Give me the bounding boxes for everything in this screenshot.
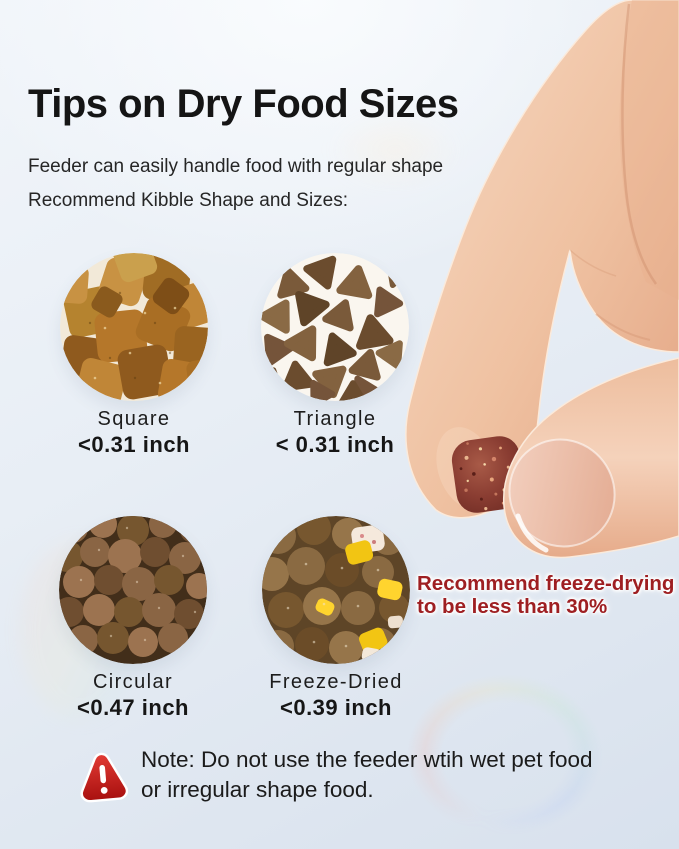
intro-line-2: Recommend Kibble Shape and Sizes:	[28, 190, 349, 211]
kibble-shape-name: Freeze-Dried	[269, 671, 403, 693]
kibble-shape-name: Triangle	[293, 408, 377, 430]
bottom-note-line-1: Note: Do not use the feeder wtih wet pet…	[141, 747, 593, 772]
square-kibble-photo	[60, 253, 208, 401]
kibble-max-size: < 0.31 inch	[275, 432, 395, 457]
kibble-max-size: <0.39 inch	[279, 695, 392, 720]
hand-holding-kibble-photo	[405, 0, 679, 559]
warning-triangle-icon	[80, 752, 128, 803]
kibble-card-circular: Circular <0.47 inch	[33, 516, 233, 721]
kibble-max-size: <0.47 inch	[76, 695, 189, 720]
kibble-card-square: Square <0.31 inch	[34, 253, 234, 458]
freeze-dry-recommendation: Recommend freeze-drying to be less than …	[417, 572, 674, 618]
freeze-dried-kibble-photo	[262, 516, 410, 664]
kibble-shape-name: Circular	[92, 671, 174, 693]
freeze-dry-recommendation-line-2: to be less than 30%	[417, 595, 608, 618]
intro-line-1: Feeder can easily handle food with regul…	[28, 156, 444, 177]
kibble-card-freeze-dried: Freeze-Dried <0.39 inch	[236, 516, 436, 721]
bottom-note: Note: Do not use the feeder wtih wet pet…	[78, 745, 593, 804]
bottom-note-text: Note: Do not use the feeder wtih wet pet…	[141, 745, 593, 804]
kibble-card-triangle: Triangle < 0.31 inch	[235, 253, 435, 458]
bottom-note-line-2: or irregular shape food.	[141, 776, 374, 802]
page-title: Tips on Dry Food Sizes	[28, 82, 459, 126]
freeze-dry-recommendation-line-1: Recommend freeze-drying	[417, 572, 675, 595]
kibble-max-size: <0.31 inch	[77, 432, 190, 457]
triangle-kibble-photo	[261, 253, 409, 401]
kibble-shape-name: Square	[97, 408, 171, 430]
circular-kibble-photo	[59, 516, 207, 664]
